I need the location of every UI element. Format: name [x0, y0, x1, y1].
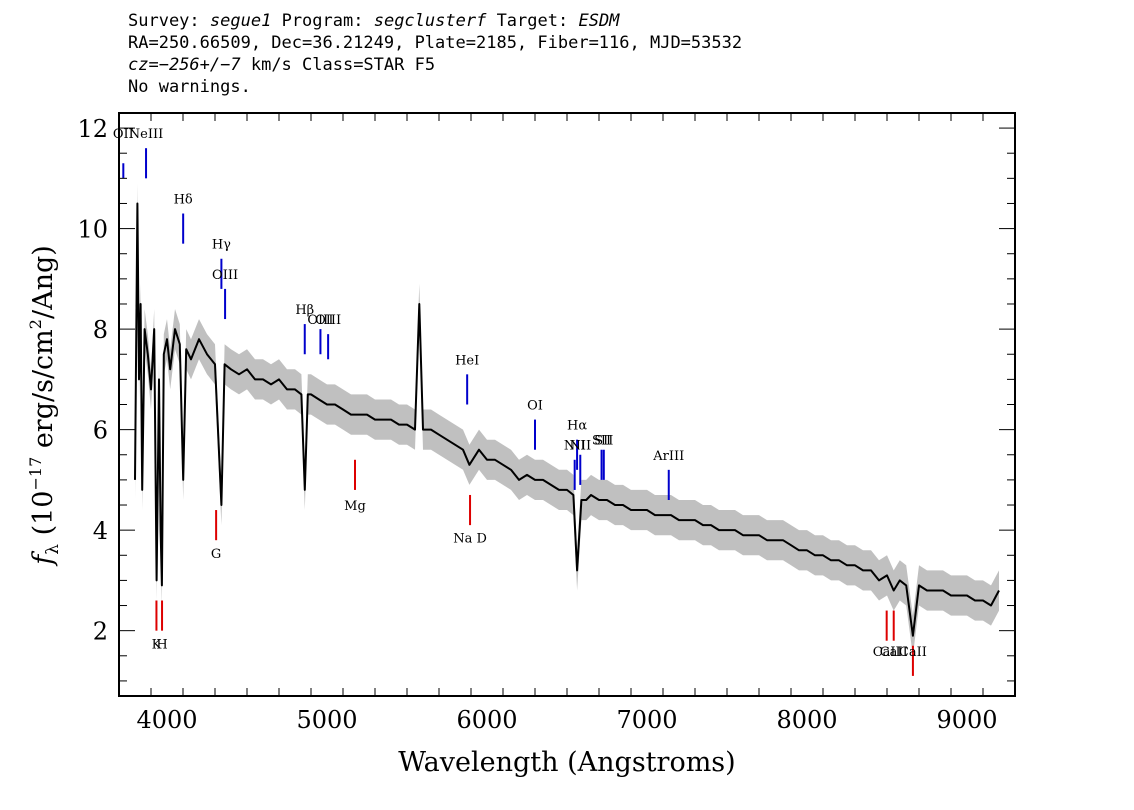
- spectrum-header: Survey: segue1 Program: segclusterf Targ…: [128, 10, 742, 98]
- absorption-line-label: CaII: [899, 645, 927, 660]
- x-tick-label: 8000: [776, 706, 837, 734]
- emission-line-label: SII: [594, 434, 613, 449]
- error-band: [135, 183, 999, 656]
- header-line-3: cz=−256+/−7 km/s Class=STAR F5: [128, 54, 742, 76]
- plot-frame: [118, 112, 1016, 697]
- flux-series: [134, 202, 1000, 637]
- y-axis-exp2: 2: [26, 319, 45, 329]
- y-tick-label: 4: [93, 517, 108, 545]
- x-tick-label: 6000: [456, 706, 517, 734]
- target-value: ESDM: [578, 11, 620, 31]
- absorption-line-label: K: [152, 637, 162, 652]
- emission-line-label: OI: [527, 399, 543, 414]
- emission-line-label: Hα: [567, 419, 587, 434]
- emission-line-label: NeIII: [129, 127, 163, 142]
- cz-value: −256+/−7: [158, 55, 241, 75]
- emission-line-label: NII: [569, 439, 591, 454]
- absorption-line-label: CaII: [880, 645, 908, 660]
- absorption-line-label: CaII: [873, 645, 901, 660]
- y-axis-mid: (10: [28, 491, 59, 544]
- emission-line-label: Hγ: [212, 238, 231, 253]
- y-axis-end: /Ang): [28, 245, 59, 319]
- emission-line-label: Hβ: [295, 303, 314, 318]
- flux-line: [134, 202, 1000, 637]
- y-axis-title: fλ (10−17 erg/s/cm2/Ang): [26, 245, 63, 567]
- program-label: Program:: [281, 11, 364, 31]
- axis-ticks: 4000 5000 6000 7000 8000 9000 2 4 6 8 10 12: [77, 113, 1016, 734]
- x-tick-label: 5000: [296, 706, 357, 734]
- y-axis-lambda: λ: [43, 544, 63, 555]
- y-axis-units: erg/s/cm: [28, 329, 59, 457]
- cz-label: cz=: [128, 55, 159, 75]
- header-line-4: No warnings.: [128, 77, 251, 97]
- y-tick-label: 2: [93, 618, 108, 646]
- emission-line-label: OIII: [307, 313, 333, 328]
- header-line-1: Survey: segue1 Program: segclusterf Targ…: [128, 10, 742, 32]
- survey-value: segue1: [209, 11, 272, 31]
- y-tick-label: 12: [77, 115, 108, 143]
- absorption-line-label: H: [156, 637, 167, 652]
- emission-line-label: Hδ: [174, 192, 193, 207]
- class-text: km/s Class=STAR F5: [240, 55, 436, 75]
- emission-line-label: NII: [564, 439, 586, 454]
- y-tick-label: 10: [77, 216, 108, 244]
- x-tick-label: 9000: [936, 706, 997, 734]
- y-tick-label: 6: [93, 417, 108, 445]
- y-tick-label: 8: [93, 316, 108, 344]
- emission-line-label: ArIII: [652, 449, 684, 464]
- emission-line-label: OIII: [212, 268, 238, 283]
- absorption-line-label: G: [211, 547, 221, 562]
- x-tick-label: 4000: [136, 706, 197, 734]
- error-band-area: [135, 183, 999, 656]
- program-value: segclusterf: [373, 11, 487, 31]
- emission-line-label: OIII: [315, 313, 341, 328]
- absorption-line-label: Na D: [453, 532, 487, 547]
- absorption-line-label: Mg: [344, 499, 366, 514]
- x-axis-title: Wavelength (Angstroms): [398, 747, 735, 778]
- y-axis-exp: −17: [26, 457, 45, 491]
- survey-label: Survey:: [128, 11, 200, 31]
- header-line-2: RA=250.66509, Dec=36.21249, Plate=2185, …: [128, 33, 743, 53]
- emission-line-label: SII: [592, 434, 611, 449]
- emission-line-label: HeI: [455, 353, 479, 368]
- x-tick-label: 7000: [616, 706, 677, 734]
- target-label: Target:: [496, 11, 569, 31]
